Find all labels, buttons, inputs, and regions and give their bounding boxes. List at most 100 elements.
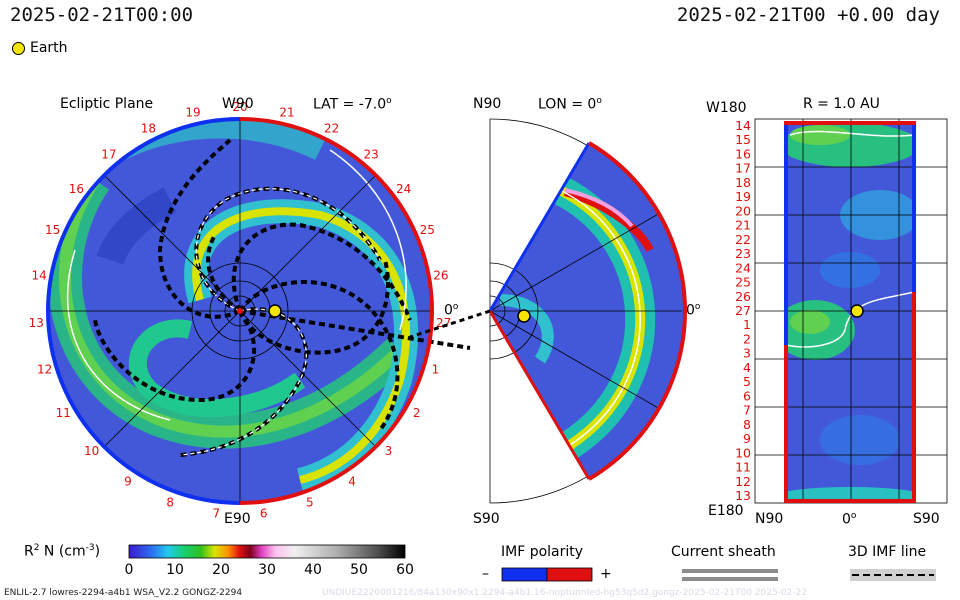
radial-y-tick-label: 27 (735, 303, 751, 318)
meridional-right-label: 0o (686, 302, 701, 319)
radial-top-left-label: W180 (706, 100, 747, 116)
carrington-number: 2 (413, 406, 421, 420)
colorbar-tick-label: 10 (166, 562, 184, 578)
radial-bottom-left-label: E180 (708, 503, 744, 519)
carrington-number: 20 (232, 100, 247, 114)
radial-density-structures (786, 123, 914, 501)
meridional-boundary (587, 141, 687, 481)
carrington-number: 21 (279, 106, 294, 120)
carrington-number: 1 (432, 363, 440, 377)
imf-line-title: 3D IMF line (848, 544, 927, 560)
meridional-earth-marker (517, 309, 531, 323)
radial-y-tick-label: 21 (735, 218, 751, 233)
radial-y-tick-label: 22 (735, 232, 751, 247)
imf-polarity-positive-swatch (546, 567, 593, 582)
meridional-top-label: N90 (473, 96, 502, 112)
carrington-number: 23 (363, 148, 378, 162)
ecliptic-earth-marker (268, 304, 282, 318)
radial-y-tick-label: 11 (735, 460, 751, 475)
radial-y-tick-label: 19 (735, 189, 751, 204)
radial-y-tick-label: 12 (735, 474, 751, 489)
radial-y-tick-label: 4 (743, 360, 751, 375)
colorbar (128, 544, 406, 559)
carrington-number: 24 (396, 182, 411, 196)
footer-right: UNDIUE2220001216/84a130x90x1.2294-a4b1.1… (322, 588, 808, 598)
radial-y-tick-label: 7 (743, 403, 751, 418)
ecliptic-boundary-negative (46, 117, 241, 505)
radial-y-tick-label: 13 (735, 488, 751, 503)
colorbar-tick-label: 30 (258, 562, 276, 578)
carrington-number: 10 (84, 444, 99, 458)
radial-y-tick-label: 1 (743, 317, 751, 332)
colorbar-tick-label: 0 (124, 562, 134, 578)
radial-y-tick-labels: 1415161718192021222324252627123456789101… (735, 118, 751, 503)
radial-y-tick-label: 9 (743, 431, 751, 446)
carrington-number: 16 (69, 182, 84, 196)
imf-polarity-title: IMF polarity (501, 544, 584, 560)
radial-y-tick-label: 10 (735, 445, 751, 460)
radial-y-tick-label: 8 (743, 417, 751, 432)
earth-legend: Earth (12, 40, 68, 56)
timestamp-left: 2025-02-21T00:00 (10, 4, 194, 26)
radial-y-tick-label: 15 (735, 132, 751, 147)
radial-y-tick-label: 3 (743, 346, 751, 361)
ecliptic-right-label: 0o (444, 302, 459, 319)
imf-polarity-plus: + (600, 566, 612, 582)
ecliptic-title: Ecliptic Plane (60, 96, 154, 112)
ecliptic-panel: 20 21222324252627123456789101112131415161… (29, 100, 471, 521)
colorbar-tick-label: 50 (350, 562, 368, 578)
imf-polarity-negative-swatch (501, 567, 548, 582)
carrington-number: 7 (212, 507, 220, 521)
carrington-number: 12 (37, 363, 52, 377)
carrington-number: 22 (324, 122, 339, 136)
radial-y-tick-label: 24 (735, 260, 751, 275)
carrington-number: 25 (420, 223, 435, 237)
imf-line-swatch (850, 569, 936, 581)
meridional-bottom-label: S90 (473, 511, 500, 527)
carrington-number: 4 (348, 474, 356, 488)
timestamp-right: 2025-02-21T00 +0.00 day (676, 4, 940, 26)
meridional-lon-label: LON = 0o (538, 96, 602, 113)
carrington-number: 6 (260, 507, 268, 521)
carrington-number: 5 (306, 496, 314, 510)
current-sheath-swatch-top (682, 569, 778, 573)
radial-y-tick-label: 18 (735, 175, 751, 190)
radial-panel: 1415161718192021222324252627123456789101… (735, 118, 948, 504)
footer-left: ENLIL-2.7 lowres-2294-a4b1 WSA_V2.2 GONG… (4, 588, 243, 598)
carrington-number: 26 (433, 269, 448, 283)
radial-y-tick-label: 25 (735, 275, 751, 290)
radial-earth-marker (850, 304, 864, 318)
meridional-density-structures (499, 176, 655, 458)
radial-y-tick-label: 20 (735, 203, 751, 218)
radial-y-tick-label: 6 (743, 388, 751, 403)
earth-marker-icon (12, 41, 25, 55)
radial-x-label-center: 0o (842, 511, 857, 528)
radial-y-tick-label: 16 (735, 147, 751, 162)
ecliptic-boundary-positive (239, 117, 434, 505)
sun-marker (237, 308, 243, 314)
radial-y-tick-label: 5 (743, 374, 751, 389)
colorbar-label: R2 N (cm-3) (24, 543, 101, 560)
colorbar-tick-label: 20 (212, 562, 230, 578)
radial-y-tick-label: 2 (743, 332, 751, 347)
ecliptic-top-label: W90 (222, 96, 254, 112)
current-sheath-swatch-bottom (682, 577, 778, 581)
carrington-number: 27 (436, 316, 451, 330)
ecliptic-carrington-numbers: 20 21222324252627123456789101112131415161… (29, 100, 452, 521)
radial-y-tick-label: 17 (735, 161, 751, 176)
carrington-number: 19 (185, 106, 200, 120)
colorbar-tick-label: 40 (304, 562, 322, 578)
carrington-number: 8 (166, 496, 174, 510)
radial-x-label-north: N90 (755, 511, 784, 527)
imf-polarity-minus: – (482, 566, 489, 582)
carrington-number: 11 (56, 406, 71, 420)
radial-r-label: R = 1.0 AU (803, 96, 880, 112)
carrington-number: 15 (45, 223, 60, 237)
colorbar-tick-label: 60 (396, 562, 414, 578)
carrington-number: 3 (385, 444, 393, 458)
carrington-number: 14 (31, 269, 46, 283)
earth-legend-label: Earth (30, 40, 68, 56)
carrington-number: 9 (124, 474, 132, 488)
carrington-number: 18 (141, 122, 156, 136)
